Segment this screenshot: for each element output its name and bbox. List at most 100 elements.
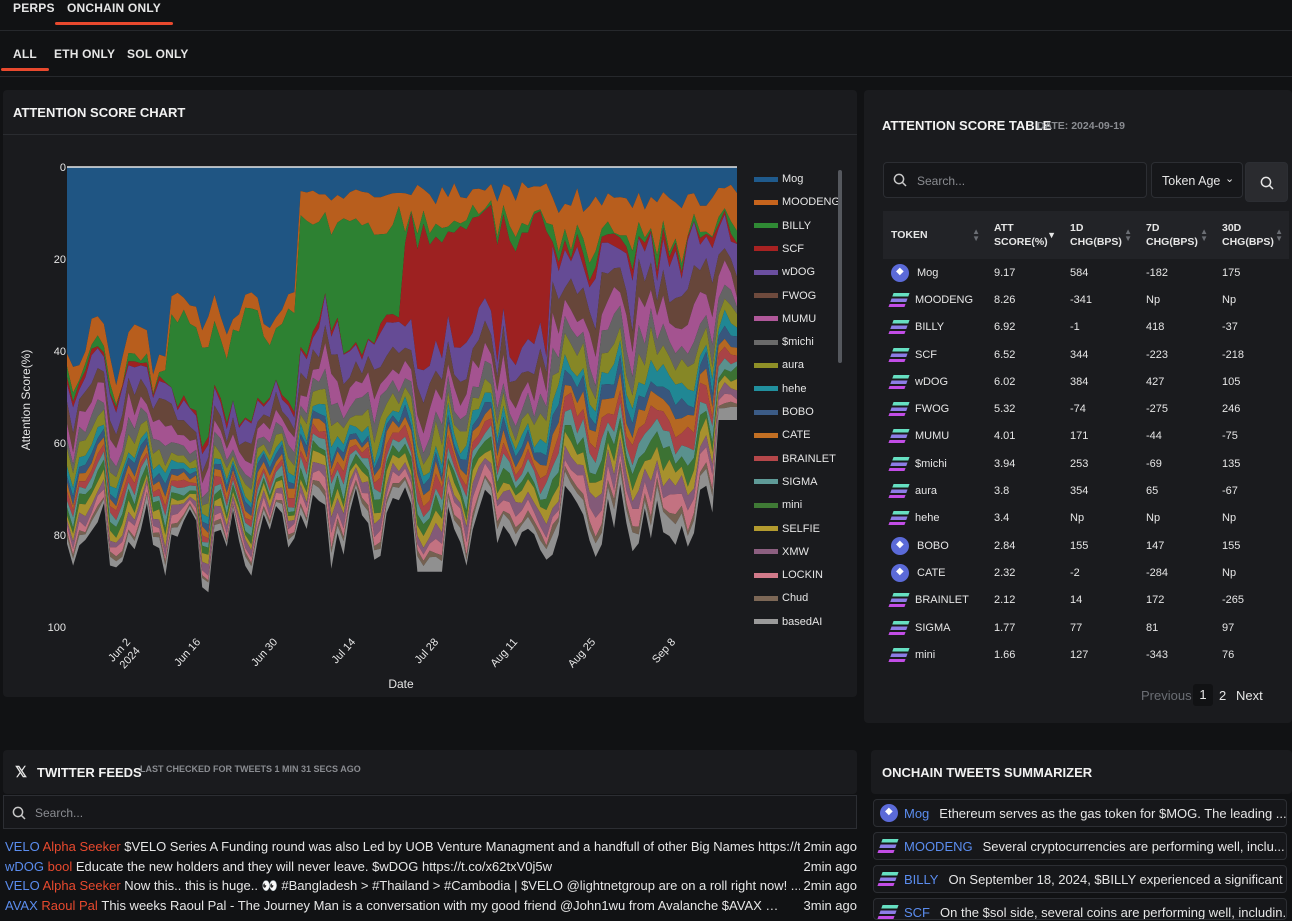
col-header-att-score[interactable]: ATT SCORE(%) ▼ — [986, 211, 1062, 259]
tab-sol-only[interactable]: SOL ONLY — [127, 47, 189, 61]
feed-author[interactable]: Alpha Seeker — [42, 839, 121, 854]
table-body: Mog 9.17 584 -182 175 MOODENG 8.26 -341 Np Np BILL… — [883, 259, 1289, 668]
summary-token[interactable]: BILLY — [904, 872, 939, 887]
feed-token[interactable]: AVAX — [5, 897, 38, 913]
table-search-input[interactable]: Search... — [883, 162, 1147, 198]
table-row[interactable]: wDOG 6.02 384 427 105 — [883, 368, 1289, 395]
legend-item[interactable]: SCF — [754, 243, 804, 257]
table-row[interactable]: BILLY 6.92 -1 418 -37 — [883, 314, 1289, 341]
summary-item[interactable]: BILLY On September 18, 2024, $BILLY exper… — [873, 865, 1287, 893]
legend-item[interactable]: $michi — [754, 336, 814, 350]
summary-token[interactable]: Mog — [904, 806, 930, 821]
legend-scrollbar[interactable] — [838, 170, 842, 363]
legend-item[interactable]: SELFIE — [754, 523, 820, 537]
pagination-page-2[interactable]: 2 — [1219, 688, 1227, 703]
solana-icon — [876, 837, 900, 855]
table-row[interactable]: hehe 3.4 Np Np Np — [883, 505, 1289, 532]
feed-token[interactable]: VELO — [5, 878, 40, 893]
col-header-token[interactable]: TOKEN ▲ ▼ — [883, 211, 986, 259]
table-row[interactable]: aura 3.8 354 65 -67 — [883, 477, 1289, 504]
table-search-button[interactable] — [1245, 162, 1288, 202]
tab-all[interactable]: ALL — [1, 47, 49, 71]
legend-item[interactable]: SIGMA — [754, 476, 817, 490]
col-header-7d-chg[interactable]: 7D CHG(BPS) ▲ ▼ — [1138, 211, 1214, 259]
cell-d1: 384 — [1070, 375, 1089, 388]
legend-swatch — [754, 595, 778, 601]
feed-author[interactable]: Raoul Pal — [41, 897, 98, 913]
legend-item[interactable]: hehe — [754, 383, 806, 397]
pagination-next[interactable]: Next — [1236, 688, 1263, 703]
legend-item[interactable]: aura — [754, 359, 804, 373]
feed-time: 3min ago — [799, 897, 857, 913]
table-row[interactable]: CATE 2.32 -2 -284 Np — [883, 559, 1289, 586]
cell-d30: 97 — [1222, 621, 1235, 634]
feed-token[interactable]: VELO — [5, 839, 40, 854]
table-row[interactable]: SIGMA 1.77 77 81 97 — [883, 614, 1289, 641]
legend-item[interactable]: MOODENG — [754, 196, 840, 210]
legend-swatch — [754, 246, 778, 252]
legend-item[interactable]: FWOG — [754, 290, 816, 304]
legend-item[interactable]: wDOG — [754, 266, 815, 280]
solana-icon — [887, 454, 911, 473]
table-row[interactable]: BOBO 2.84 155 147 155 — [883, 532, 1289, 559]
tab-perps[interactable]: PERPS — [13, 1, 55, 15]
table-row[interactable]: BRAINLET 2.12 14 172 -265 — [883, 587, 1289, 614]
summary-token[interactable]: MOODENG — [904, 839, 973, 854]
token-name: BRAINLET — [915, 594, 969, 607]
legend-label: basedAI — [782, 615, 823, 628]
col-header-30d-chg[interactable]: 30D CHG(BPS) ▲ ▼ — [1214, 211, 1289, 259]
feed-author[interactable]: Alpha Seeker — [42, 878, 121, 893]
legend-item[interactable]: BOBO — [754, 406, 814, 420]
legend-item[interactable]: LOCKIN — [754, 569, 823, 583]
table-row[interactable]: Mog 9.17 584 -182 175 — [883, 259, 1289, 286]
legend-swatch — [754, 572, 778, 578]
col-header-1d-chg[interactable]: 1D CHG(BPS) ▲ ▼ — [1062, 211, 1138, 259]
summary-item[interactable]: MOODENG Several cryptocurrencies are perf… — [873, 832, 1287, 860]
solana-icon — [887, 618, 911, 637]
pagination-previous[interactable]: Previous — [1141, 688, 1192, 703]
cell-d1: -2 — [1070, 566, 1080, 579]
legend-item[interactable]: BILLY — [754, 220, 811, 234]
table-row[interactable]: mini 1.66 127 -343 76 — [883, 641, 1289, 668]
legend-item[interactable]: Chud — [754, 592, 808, 606]
feed-item[interactable]: VELO Alpha Seeker Now this.. this is hug… — [5, 878, 857, 896]
tab-onchain-only[interactable]: ONCHAIN ONLY — [55, 1, 173, 25]
token-cell: BRAINLET — [883, 587, 986, 614]
feed-item[interactable]: AVAX Raoul Pal This weeks Raoul Pal - Th… — [5, 897, 857, 916]
feed-item[interactable]: VELO Alpha Seeker $VELO Series A Funding… — [5, 839, 857, 857]
table-row[interactable]: SCF 6.52 344 -223 -218 — [883, 341, 1289, 368]
area-series — [67, 298, 737, 518]
feed-item[interactable]: wDOG bool Educate the new holders and th… — [5, 858, 857, 877]
legend-item[interactable]: BRAINLET — [754, 453, 836, 467]
tab-eth-only[interactable]: ETH ONLY — [54, 47, 116, 61]
x-logo-icon: 𝕏 — [15, 764, 28, 781]
table-row[interactable]: FWOG 5.32 -74 -275 246 — [883, 395, 1289, 422]
feed-author[interactable]: bool — [47, 858, 73, 874]
feed-token[interactable]: wDOG — [5, 858, 44, 874]
legend-swatch — [754, 269, 778, 275]
legend-item[interactable]: XMW — [754, 546, 809, 560]
feed-search-input[interactable]: Search... — [3, 795, 857, 829]
legend-item[interactable]: MUMU — [754, 313, 816, 327]
cell-d1: -74 — [1070, 403, 1086, 416]
legend-item[interactable]: mini — [754, 499, 802, 513]
pagination-page-1[interactable]: 1 — [1193, 684, 1213, 706]
sort-icon: ▲ ▼ — [1124, 227, 1132, 243]
token-age-dropdown[interactable]: Token Age ⌄ — [1151, 162, 1243, 198]
table-row[interactable]: MOODENG 8.26 -341 Np Np — [883, 286, 1289, 313]
table-row[interactable]: MUMU 4.01 171 -44 -75 — [883, 423, 1289, 450]
table-row[interactable]: $michi 3.94 253 -69 135 — [883, 450, 1289, 477]
legend-item[interactable]: CATE — [754, 429, 811, 443]
legend-item[interactable]: Mog — [754, 173, 803, 187]
legend-item[interactable]: basedAI — [754, 616, 822, 630]
legend-label: BRAINLET — [782, 452, 836, 465]
solana-icon — [887, 427, 911, 446]
area-series — [67, 167, 737, 386]
legend-swatch — [754, 526, 778, 532]
legend-label: SIGMA — [782, 475, 818, 488]
summary-token[interactable]: SCF — [904, 905, 930, 920]
summary-item[interactable]: Mog Ethereum serves as the gas token for … — [873, 799, 1287, 827]
token-cell: MUMU — [883, 423, 986, 450]
summary-item[interactable]: SCF On the $sol side, several coins are p… — [873, 898, 1287, 920]
x-tick-line: Jun 30 — [249, 636, 280, 669]
